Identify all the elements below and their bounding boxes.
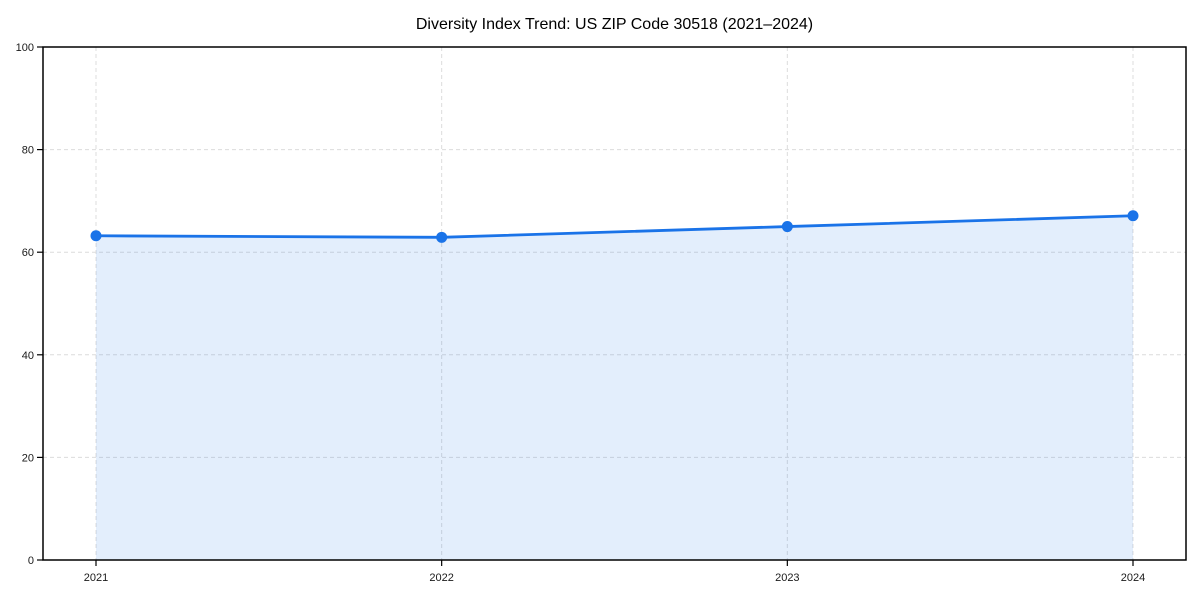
area-fill [96, 215, 1133, 561]
x-tick-label: 2022 [429, 572, 453, 584]
data-point-2023 [781, 221, 793, 233]
y-tick-label: 20 [22, 452, 34, 464]
x-tick-label: 2021 [84, 572, 108, 584]
chart-title: Diversity Index Trend: US ZIP Code 30518… [415, 16, 814, 33]
y-tick-label: 100 [16, 42, 34, 54]
data-point-2022 [436, 231, 448, 243]
trend-line [94, 214, 1135, 239]
y-tick-label: 40 [22, 350, 34, 362]
y-tick-label: 0 [28, 555, 34, 567]
y-tick-label: 60 [22, 247, 34, 259]
x-tick-label: 2023 [775, 572, 799, 584]
data-point-2021 [90, 230, 102, 242]
data-point-2024 [1127, 210, 1139, 222]
plot-border [42, 46, 1187, 561]
y-tick-label: 80 [22, 145, 34, 157]
x-tick-label: 2024 [1121, 572, 1145, 584]
